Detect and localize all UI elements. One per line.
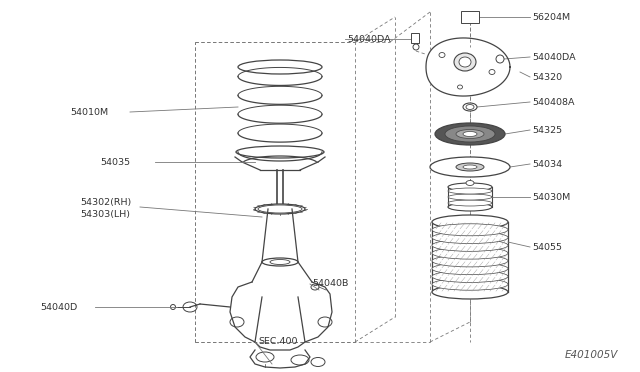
Ellipse shape (454, 53, 476, 71)
Ellipse shape (432, 263, 508, 275)
Ellipse shape (432, 255, 508, 267)
Ellipse shape (456, 129, 484, 138)
Ellipse shape (466, 180, 474, 186)
Text: SEC.400: SEC.400 (258, 337, 298, 346)
Text: 54040DA: 54040DA (532, 52, 575, 61)
Text: 54303(LH): 54303(LH) (80, 209, 130, 218)
FancyBboxPatch shape (461, 11, 479, 23)
Ellipse shape (432, 224, 508, 236)
Polygon shape (426, 38, 510, 96)
Text: 54010M: 54010M (70, 108, 108, 116)
Text: 54030M: 54030M (532, 192, 570, 202)
Ellipse shape (430, 157, 510, 177)
Ellipse shape (448, 203, 492, 211)
Text: 54325: 54325 (532, 125, 562, 135)
Ellipse shape (439, 52, 445, 58)
Text: 54302(RH): 54302(RH) (80, 198, 131, 206)
Ellipse shape (448, 194, 492, 200)
Text: 54320: 54320 (532, 73, 562, 81)
Ellipse shape (459, 57, 471, 67)
Ellipse shape (432, 239, 508, 251)
Ellipse shape (435, 123, 505, 145)
Ellipse shape (445, 126, 495, 142)
Ellipse shape (456, 163, 484, 171)
Ellipse shape (262, 258, 298, 266)
Ellipse shape (448, 183, 492, 191)
Ellipse shape (463, 165, 477, 169)
Ellipse shape (489, 70, 495, 74)
Ellipse shape (458, 85, 463, 89)
Ellipse shape (432, 285, 508, 299)
Ellipse shape (432, 270, 508, 282)
Text: 54034: 54034 (532, 160, 562, 169)
Ellipse shape (432, 231, 508, 244)
Text: 56204M: 56204M (532, 13, 570, 22)
Ellipse shape (466, 105, 474, 109)
Ellipse shape (432, 215, 508, 229)
Ellipse shape (463, 103, 477, 111)
Text: 54055: 54055 (532, 243, 562, 251)
Text: 540408A: 540408A (532, 97, 575, 106)
Circle shape (413, 44, 419, 50)
Ellipse shape (448, 188, 492, 194)
Ellipse shape (448, 200, 492, 206)
Text: 54040B: 54040B (312, 279, 348, 289)
Text: 54035: 54035 (100, 157, 130, 167)
Ellipse shape (432, 278, 508, 290)
Ellipse shape (432, 247, 508, 259)
Ellipse shape (463, 131, 477, 137)
Text: E401005V: E401005V (564, 350, 618, 360)
Ellipse shape (255, 204, 305, 214)
Text: 54040D: 54040D (40, 302, 77, 311)
FancyBboxPatch shape (412, 32, 419, 42)
Circle shape (496, 55, 504, 63)
Text: 54040DA: 54040DA (347, 35, 390, 44)
